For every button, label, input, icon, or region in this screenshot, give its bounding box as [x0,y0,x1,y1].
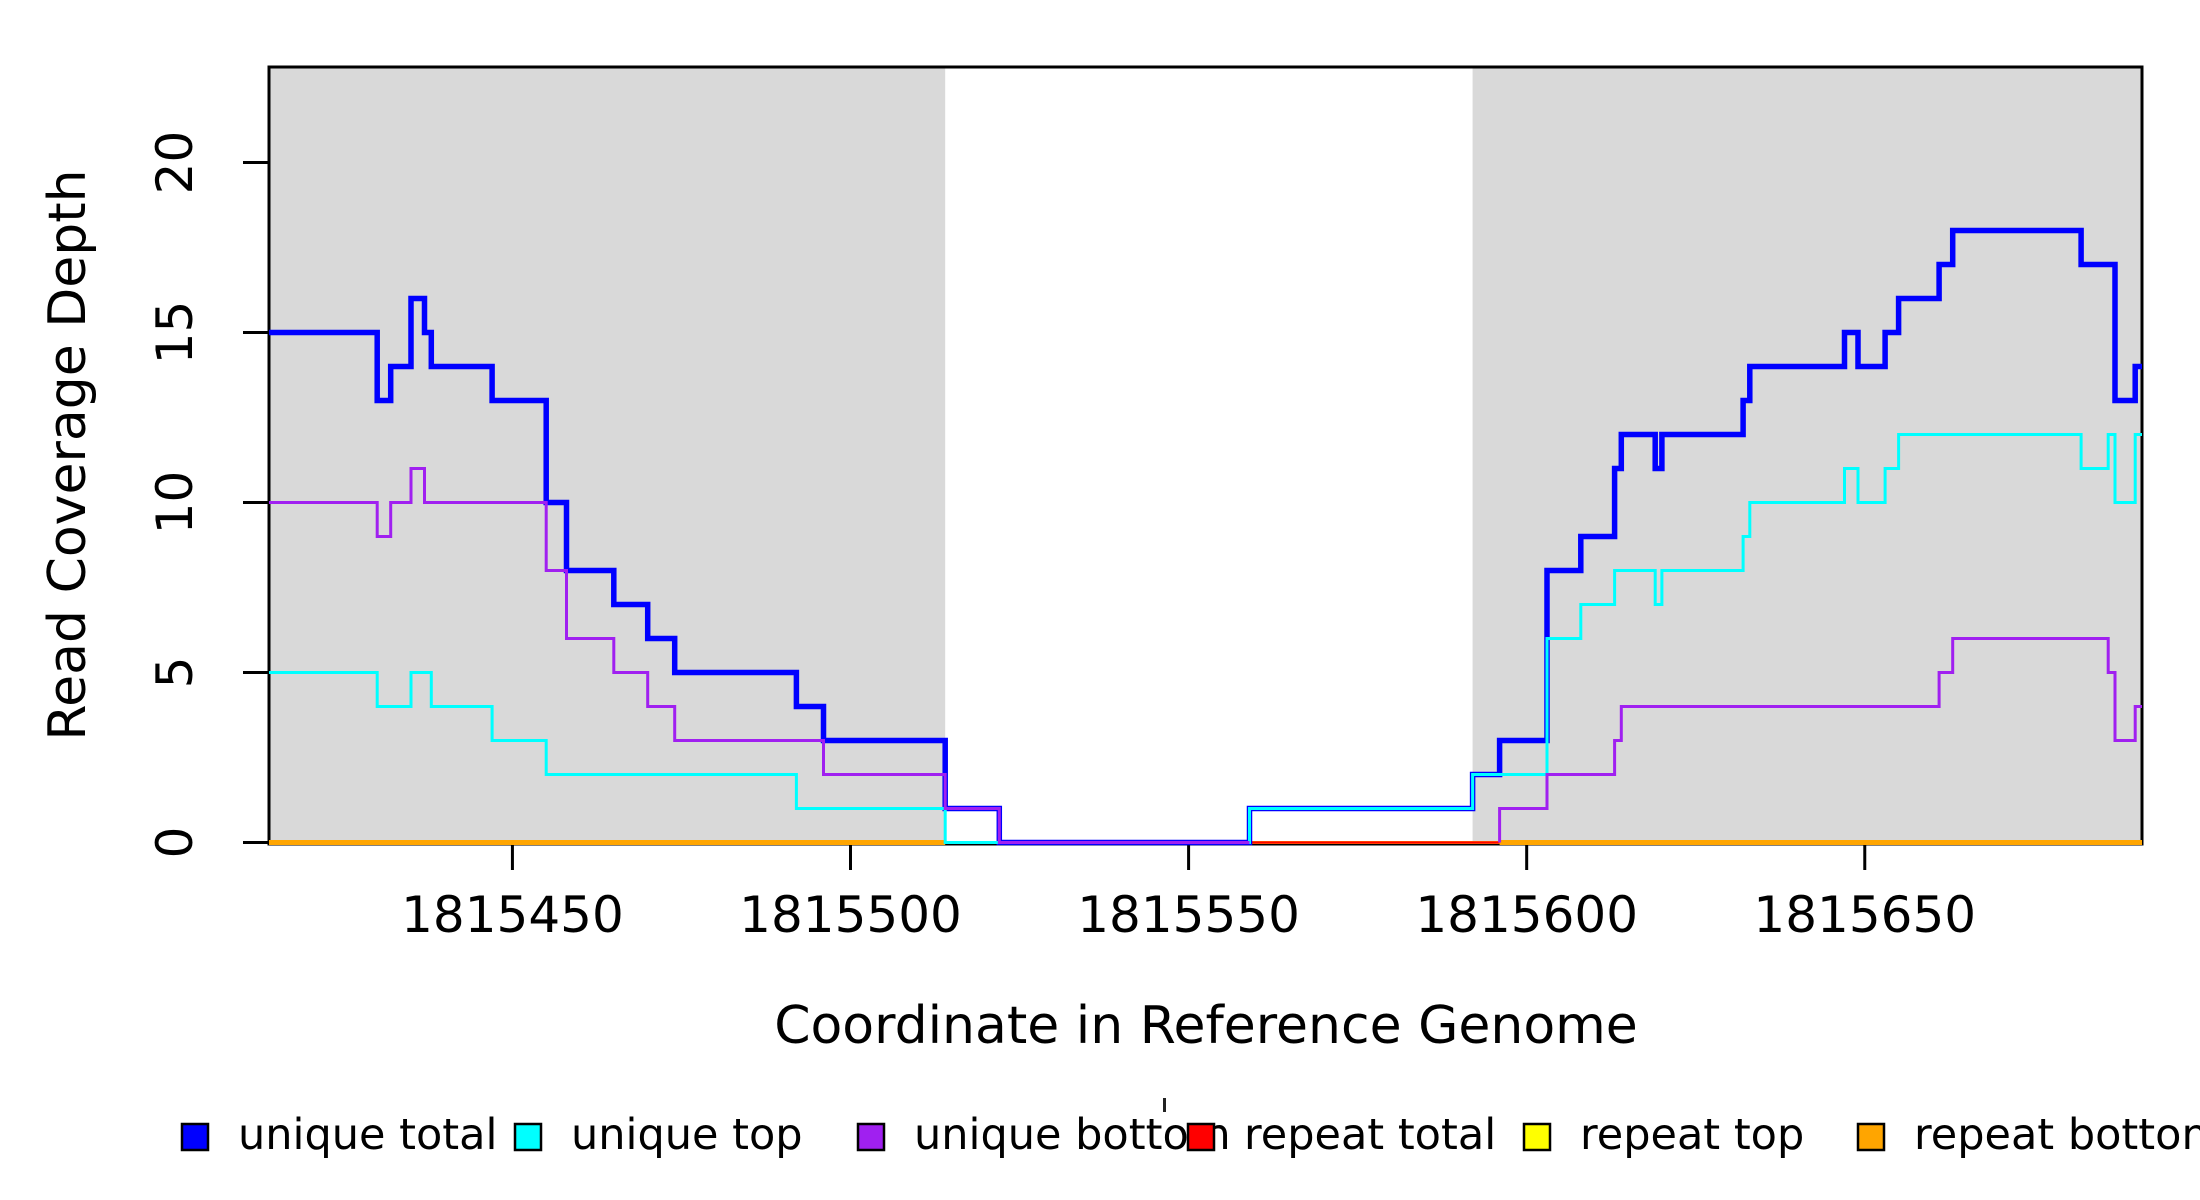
series-line-unique-top [269,433,2142,844]
legend-swatch-unique-total-icon [180,1122,210,1152]
x-axis-tick-label: 1815600 [1415,886,1638,944]
y-axis-tick-label: 10 [146,471,204,535]
legend-swatch-repeat-bottom-icon [1856,1122,1886,1152]
series-line-unique-total [269,227,2142,846]
y-axis-tick-label: 20 [146,131,204,195]
shaded-region-2 [1472,67,2142,844]
legend-label: repeat total [1244,1110,1496,1160]
legend-swatch-unique-bottom-icon [856,1122,886,1152]
legend: unique total unique top unique bottom repea… [180,1110,2200,1160]
x-axis-tick-label: 1815650 [1753,886,1976,944]
legend-swatch-repeat-top-icon [1522,1122,1552,1152]
legend-item-unique-total: unique total [180,1110,497,1160]
legend-label: unique bottom [914,1110,1231,1160]
axes-layer: 1815450 1815500 1815550 1815600 1815650 0 5 10 1… [146,131,1976,944]
legend-item-repeat-total: repeat total [1186,1110,1496,1160]
legend-item-repeat-bottom: repeat bottom [1856,1110,2200,1160]
legend-item-unique-bottom: unique bottom [856,1110,1231,1160]
shaded-regions-layer [269,67,2142,844]
series-line-unique-bottom [269,467,1250,844]
series-layer [269,227,2142,846]
series-line-unique-bottom [1498,637,2142,843]
legend-label: unique top [571,1110,803,1160]
legend-label: unique total [238,1110,497,1160]
y-axis-title: Read Coverage Depth [38,169,98,740]
x-axis-tick-label: 1815550 [1077,886,1300,944]
x-axis-tick-label: 1815500 [739,886,962,944]
legend-label: repeat bottom [1914,1110,2200,1160]
shaded-region-1 [269,67,946,844]
legend-swatch-unique-top-icon [513,1122,543,1152]
legend-label: repeat top [1580,1110,1804,1160]
legend-item-repeat-top: repeat top [1522,1110,1804,1160]
legend-item-unique-top: unique top [513,1110,803,1160]
y-axis-tick-label: 15 [146,301,204,365]
stray-mark [1163,1098,1166,1112]
x-axis-title: Coordinate in Reference Genome [774,996,1638,1056]
legend-swatch-repeat-total-icon [1186,1122,1216,1152]
y-axis-tick-label: 0 [146,827,204,859]
y-axis-tick-label: 5 [146,657,204,689]
x-axis-tick-label: 1815450 [401,886,624,944]
